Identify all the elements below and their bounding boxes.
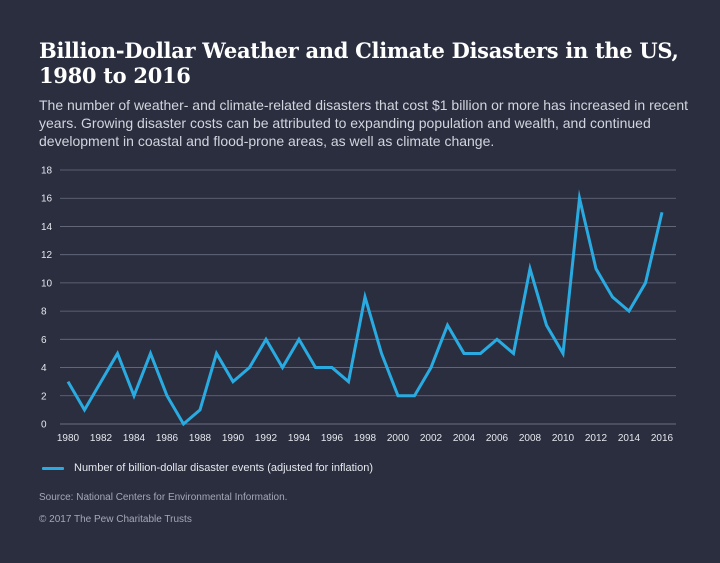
y-tick-label: 10 [41, 278, 53, 289]
x-tick-label: 1994 [288, 433, 311, 444]
x-tick-label: 2004 [453, 433, 476, 444]
source-note: Source: National Centers for Environment… [39, 492, 288, 503]
y-tick-label: 14 [41, 222, 53, 233]
x-tick-label: 2000 [387, 433, 410, 444]
x-tick-label: 2006 [486, 433, 509, 444]
y-axis-tick-labels: 0 2 4 6 8 10 12 14 16 18 [41, 166, 53, 431]
legend-label: Number of billion-dollar disaster events… [74, 462, 373, 474]
x-tick-label: 1990 [222, 433, 245, 444]
chart-subtitle: The number of weather- and climate-relat… [39, 97, 688, 149]
x-tick-label: 2012 [585, 433, 608, 444]
x-tick-label: 1982 [90, 433, 113, 444]
chart-title: Billion-Dollar Weather and Climate Disas… [39, 38, 679, 88]
y-tick-label: 0 [41, 420, 47, 431]
y-tick-label: 18 [41, 166, 53, 177]
x-tick-label: 2008 [519, 433, 542, 444]
x-tick-label: 1986 [156, 433, 179, 444]
y-tick-label: 8 [41, 307, 47, 318]
series-line-0 [66, 189, 664, 427]
line-chart: 0 2 4 6 8 10 12 14 16 18 1980 1982 1984 1986 1988 1990… [41, 166, 676, 444]
x-tick-label: 1996 [321, 433, 344, 444]
x-tick-label: 1998 [354, 433, 377, 444]
y-tick-label: 6 [41, 335, 47, 346]
y-tick-label: 16 [41, 194, 53, 205]
x-tick-label: 2002 [420, 433, 443, 444]
x-tick-label: 2010 [552, 433, 575, 444]
y-tick-label: 2 [41, 391, 47, 402]
x-tick-label: 1980 [57, 433, 80, 444]
x-tick-label: 1984 [123, 433, 146, 444]
gridlines [60, 169, 676, 425]
x-tick-label: 1988 [189, 433, 212, 444]
y-tick-label: 4 [41, 363, 47, 374]
copyright-note: © 2017 The Pew Charitable Trusts [39, 514, 192, 525]
y-tick-label: 12 [41, 250, 53, 261]
series-group [66, 189, 664, 427]
x-tick-label: 2016 [651, 433, 674, 444]
x-tick-label: 2014 [618, 433, 641, 444]
x-axis-tick-labels: 1980 1982 1984 1986 1988 1990 1992 1994 1996 1998… [57, 433, 674, 444]
legend: Number of billion-dollar disaster events… [42, 460, 373, 476]
legend-swatch [42, 466, 64, 470]
x-tick-label: 1992 [255, 433, 278, 444]
